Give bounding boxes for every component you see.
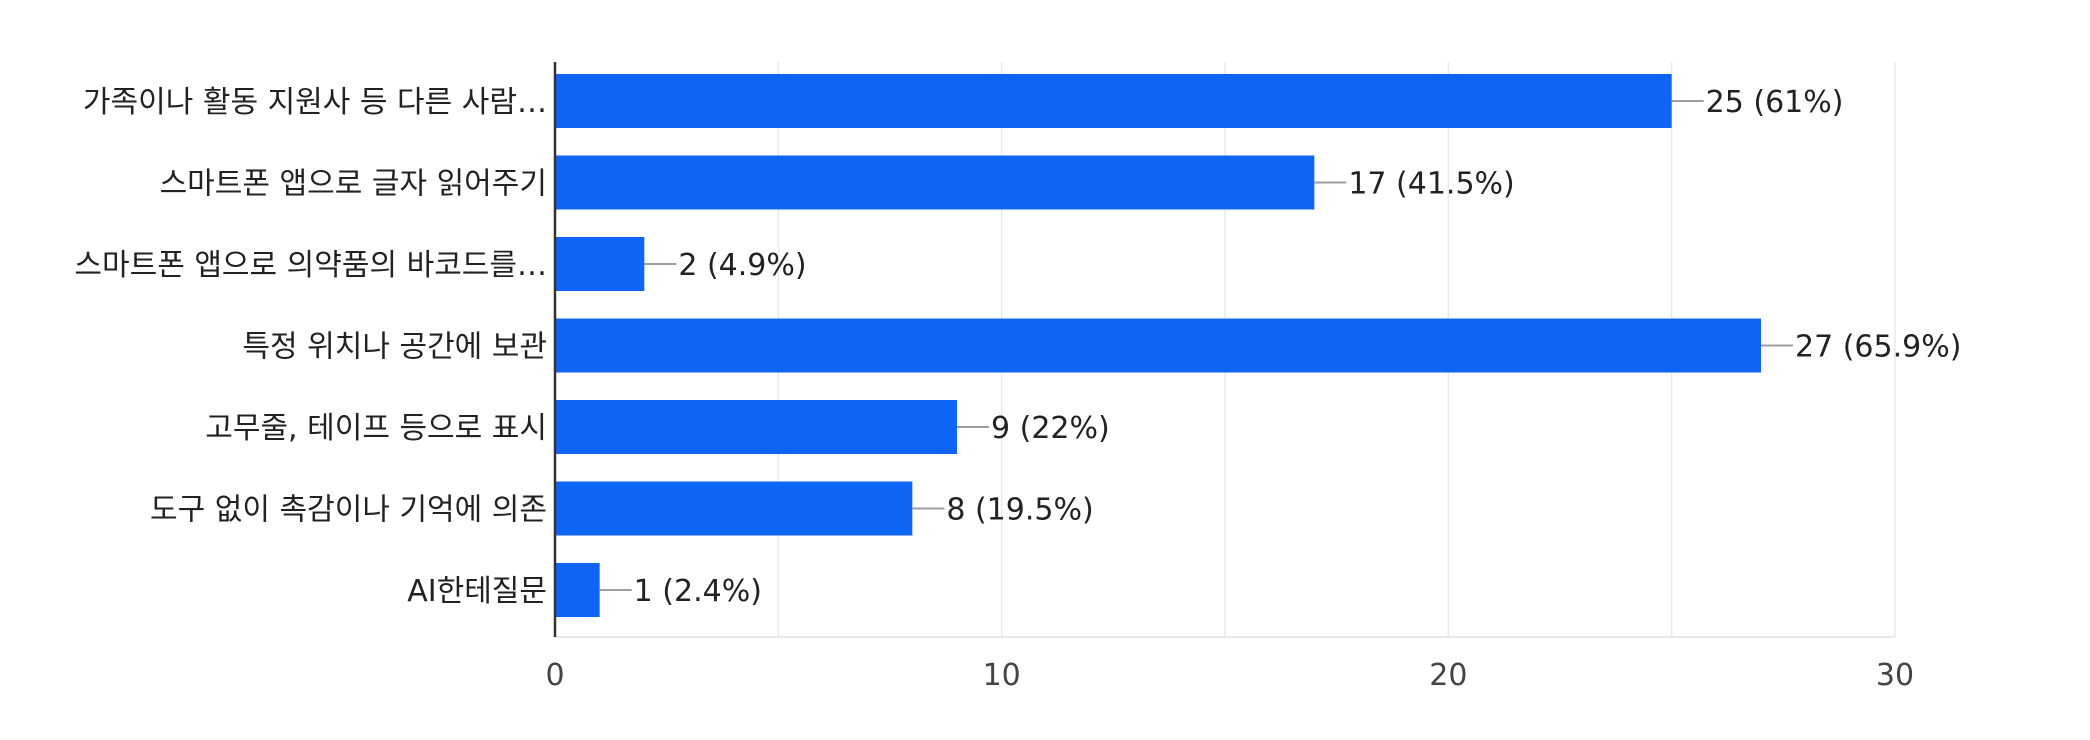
- bar: [555, 237, 645, 291]
- category-label: AI한테질문: [407, 574, 547, 609]
- category-label: 특정 위치나 공간에 보관: [242, 330, 547, 365]
- data-label: 8 (19.5%): [946, 493, 1093, 528]
- labels: 25 (61%) 가족이나 활동 지원사 등 다른 사람… 17 (41.5%) 스마…: [74, 85, 1961, 693]
- x-tick-label: 10: [983, 658, 1021, 693]
- data-label: 2 (4.9%): [678, 248, 806, 283]
- bar: [555, 74, 1672, 128]
- bar: [555, 318, 1761, 373]
- bar: [555, 563, 600, 617]
- data-label: 25 (61%): [1706, 85, 1844, 120]
- data-label: 9 (22%): [991, 411, 1110, 446]
- category-label: 가족이나 활동 지원사 등 다른 사람…: [83, 85, 547, 120]
- bars: [555, 74, 1761, 617]
- category-label: 스마트폰 앱으로 의약품의 바코드를…: [74, 248, 547, 283]
- bar: [555, 400, 957, 454]
- data-label: 17 (41.5%): [1348, 167, 1514, 202]
- data-label: 27 (65.9%): [1795, 330, 1961, 365]
- category-label: 고무줄, 테이프 등으로 표시: [205, 411, 547, 446]
- x-tick-label: 20: [1429, 658, 1467, 693]
- axes: [553, 62, 1895, 638]
- category-label: 도구 없이 촉감이나 기억에 의존: [150, 493, 547, 528]
- bar: [555, 155, 1315, 210]
- bar: [555, 481, 913, 536]
- x-tick-label: 30: [1876, 658, 1914, 693]
- category-label: 스마트폰 앱으로 글자 읽어주기: [160, 167, 547, 202]
- data-label: 1 (2.4%): [634, 574, 762, 609]
- x-tick-label: 0: [545, 658, 564, 693]
